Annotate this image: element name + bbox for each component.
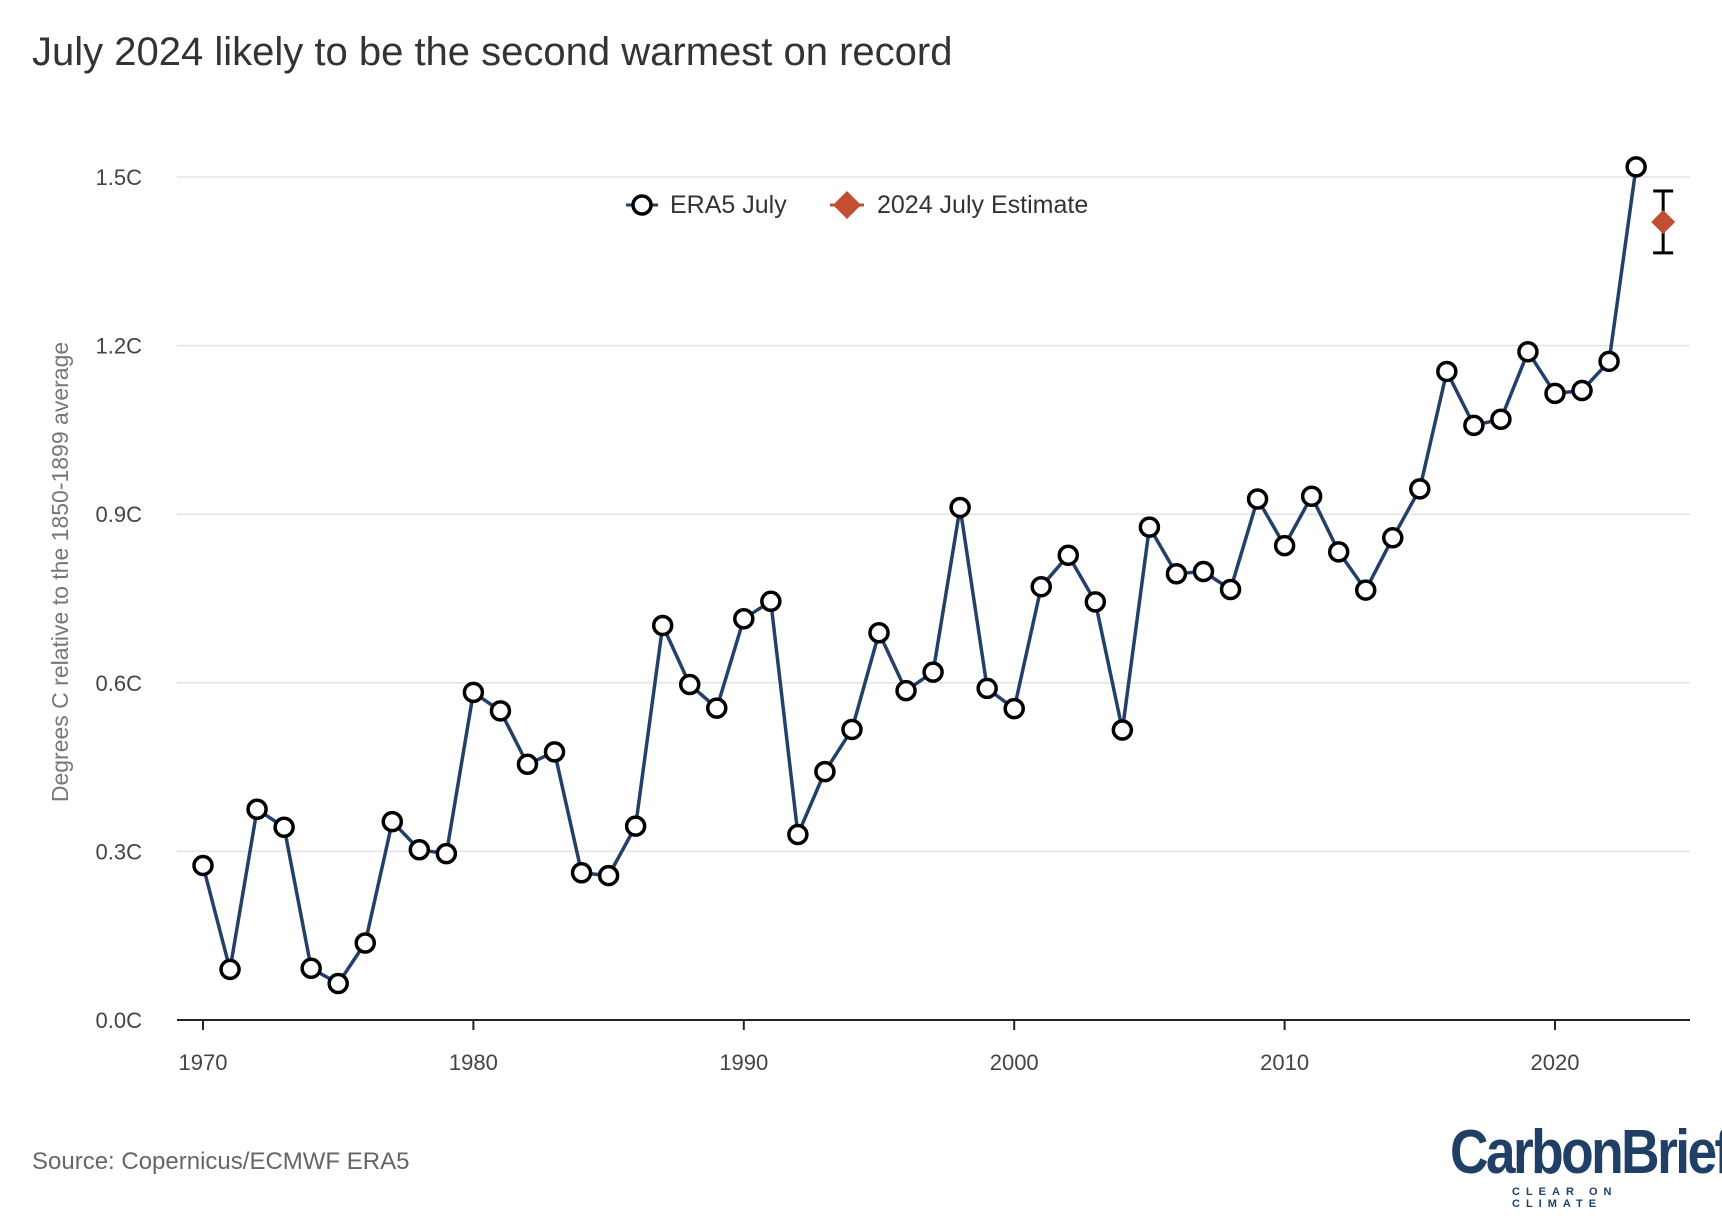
axes: 0.0C 0.3C 0.6C 0.9C 1.2C 1.5C 1970 1980 1990 2000… [96, 165, 1690, 1075]
data-point-era5 [1084, 591, 1107, 613]
y-tick-label: 1.2C [96, 334, 143, 359]
data-point-era5 [1571, 379, 1593, 402]
data-point-era5 [1382, 527, 1404, 549]
data-point-era5 [841, 718, 863, 741]
legend: ERA5 July 2024 July Estimate [626, 191, 1088, 219]
data-point-era5 [1300, 485, 1323, 507]
data-point-era5 [922, 661, 944, 683]
legend-circle-icon [631, 194, 653, 216]
logo-wordmark: CarbonBrief [1450, 1118, 1722, 1187]
data-point-era5 [570, 862, 593, 884]
y-tick-label: 0.9C [96, 502, 143, 527]
data-point-era5 [976, 677, 998, 700]
data-point-era5 [949, 496, 971, 519]
data-point-era5 [651, 614, 674, 637]
x-tick-label: 1990 [719, 1050, 768, 1075]
data-point-era5 [1544, 382, 1566, 405]
data-point-era5 [1273, 534, 1296, 557]
data-point-era5 [435, 842, 458, 865]
data-point-era5 [408, 838, 431, 861]
data-point-estimate [1651, 209, 1676, 234]
data-point-era5 [543, 741, 566, 763]
data-point-era5 [1327, 541, 1350, 563]
data-point-era5 [219, 958, 241, 981]
chart-title: July 2024 likely to be the second warmes… [32, 30, 953, 74]
data-point-era5 [1409, 478, 1431, 500]
legend-item-era5: ERA5 July [626, 191, 787, 219]
data-point-era5 [1138, 516, 1161, 538]
series-layer [192, 156, 1676, 995]
y-tick-label: 0.0C [96, 1008, 143, 1033]
legend-item-estimate: 2024 July Estimate [830, 191, 1088, 219]
data-point-era5 [1057, 544, 1080, 566]
data-point-era5 [1003, 697, 1025, 720]
source-note: Source: Copernicus/ECMWF ERA5 [32, 1148, 410, 1175]
data-point-era5 [1111, 719, 1134, 741]
x-tick-label: 1980 [449, 1050, 498, 1075]
data-point-era5 [1490, 408, 1512, 430]
data-point-era5 [1625, 156, 1647, 178]
data-point-era5 [1354, 579, 1377, 601]
data-point-era5 [327, 972, 349, 995]
data-point-era5 [1463, 414, 1485, 437]
y-tick-label: 1.5C [96, 165, 143, 190]
data-point-era5 [733, 607, 755, 630]
data-point-era5 [787, 823, 809, 846]
x-tick-label: 1970 [179, 1050, 228, 1075]
y-axis-title: Degrees C relative to the 1850-1899 aver… [47, 342, 73, 802]
x-tick-label: 2020 [1531, 1050, 1580, 1075]
data-point-era5 [1598, 350, 1620, 373]
data-point-era5 [678, 673, 701, 696]
data-point-era5 [895, 679, 917, 702]
y-tick-label: 0.6C [96, 671, 143, 696]
data-point-era5 [1192, 560, 1215, 583]
series-line-era5 [201, 166, 1638, 986]
data-point-era5 [706, 697, 728, 719]
data-point-era5 [354, 932, 376, 954]
data-point-era5 [381, 810, 404, 833]
carbonbrief-logo: CarbonBrief CLEAR ON CLIMATE [1450, 1118, 1722, 1211]
data-point-era5 [462, 681, 485, 704]
data-point-era5 [516, 753, 539, 776]
data-point-era5 [1436, 360, 1458, 383]
data-point-era5 [1030, 575, 1052, 598]
data-point-era5 [1219, 578, 1242, 601]
x-tick-label: 2000 [990, 1050, 1039, 1075]
data-point-era5 [192, 854, 214, 877]
data-point-era5 [246, 798, 268, 820]
legend-diamond-icon [833, 191, 861, 219]
data-point-era5 [760, 590, 782, 613]
data-point-era5 [273, 816, 295, 838]
data-point-era5 [624, 815, 647, 837]
gridlines [177, 176, 1690, 853]
logo-tagline: CLEAR ON CLIMATE [1512, 1186, 1618, 1210]
data-point-era5 [814, 760, 836, 783]
data-point-era5 [1165, 563, 1188, 585]
data-point-era5 [1246, 488, 1269, 510]
data-point-era5 [1517, 341, 1539, 363]
legend-label-era5: ERA5 July [670, 191, 787, 219]
data-point-era5 [597, 864, 620, 887]
data-point-era5 [868, 622, 890, 644]
data-point-era5 [300, 957, 322, 980]
data-point-era5 [489, 700, 512, 722]
y-tick-label: 0.3C [96, 839, 143, 864]
legend-label-estimate: 2024 July Estimate [877, 191, 1088, 219]
x-tick-label: 2010 [1260, 1050, 1309, 1075]
